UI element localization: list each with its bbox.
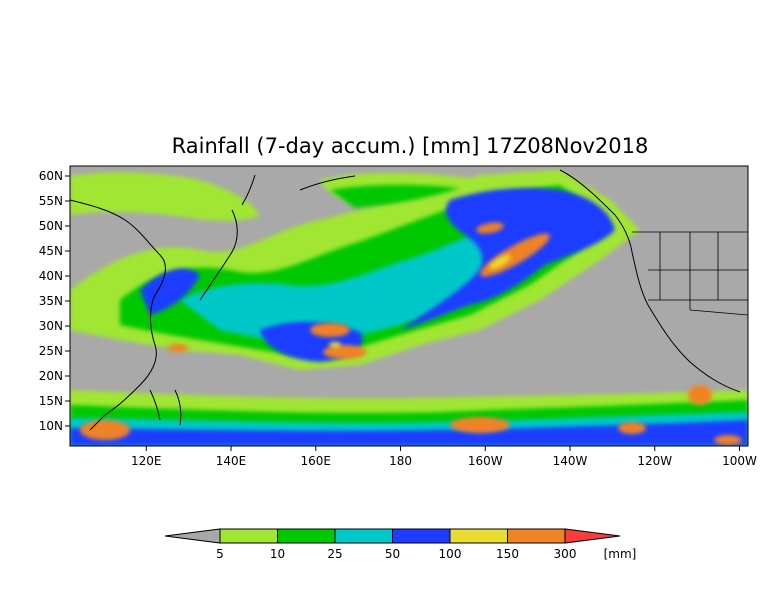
lat-tick-label: 10N — [39, 419, 63, 433]
colorbar-swatch — [507, 528, 566, 544]
lon-tick-label: 160W — [468, 454, 503, 468]
colorbar-swatch — [277, 528, 336, 544]
coastlines — [70, 169, 741, 431]
colorbar-unit-label: [mm] — [604, 547, 637, 561]
colorbar-swatch — [334, 528, 393, 544]
colorbar: 5 10 25 50 100 150 300 [mm] — [164, 528, 637, 561]
colorbar-tick-label: 100 — [439, 547, 462, 561]
lat-tick-label: 35N — [39, 294, 63, 308]
latitude-axis: 60N 55N 50N 45N 40N 35N 30N 25N 20N 15N 10N — [39, 169, 70, 433]
map-panel: 60N 55N 50N 45N 40N 35N 30N 25N 20N 15N 10N 120E 14… — [39, 165, 757, 468]
lat-tick-label: 55N — [39, 194, 63, 208]
lat-tick-label: 40N — [39, 269, 63, 283]
lon-tick-label: 120W — [637, 454, 672, 468]
lon-tick-label: 140E — [216, 454, 247, 468]
longitude-axis: 120E 140E 160E 180 160W 140W 120W 100W — [131, 446, 757, 468]
colorbar-tick-label: 25 — [327, 547, 342, 561]
lon-tick-label: 100W — [722, 454, 757, 468]
lat-tick-label: 45N — [39, 244, 63, 258]
colorbar-swatch — [449, 528, 508, 544]
colorbar-swatch — [392, 528, 451, 544]
colorbar-tick-label: 50 — [385, 547, 400, 561]
colorbar-tick-label: 150 — [496, 547, 519, 561]
colorbar-swatch — [219, 528, 278, 544]
lat-tick-label: 30N — [39, 319, 63, 333]
colorbar-tick-label: 5 — [216, 547, 224, 561]
colorbar-over-triangle — [564, 528, 621, 544]
rain-band-150mm-plus-yellow — [329, 255, 511, 348]
lat-tick-label: 20N — [39, 369, 63, 383]
lat-tick-label: 60N — [39, 169, 63, 183]
lon-tick-label: 140W — [553, 454, 588, 468]
lat-tick-label: 15N — [39, 394, 63, 408]
rainfall-field — [70, 169, 748, 446]
lon-tick-label: 180 — [389, 454, 412, 468]
political-boundaries — [632, 231, 748, 316]
lon-tick-label: 160E — [301, 454, 332, 468]
lat-tick-label: 50N — [39, 219, 63, 233]
colorbar-tick-label: 300 — [554, 547, 577, 561]
colorbar-under-triangle — [164, 528, 221, 544]
map-title: Rainfall (7-day accum.) [mm] 17Z08Nov201… — [172, 134, 649, 158]
lat-tick-label: 25N — [39, 344, 63, 358]
map-frame — [69, 165, 749, 447]
lon-tick-label: 120E — [131, 454, 162, 468]
colorbar-tick-label: 10 — [270, 547, 285, 561]
